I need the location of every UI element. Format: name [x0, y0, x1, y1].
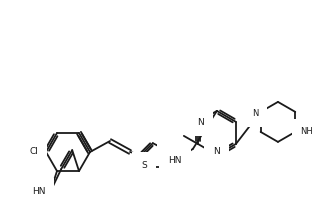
Text: HN: HN	[168, 156, 181, 165]
Text: NH: NH	[300, 127, 313, 136]
Text: N: N	[213, 147, 220, 156]
Text: N: N	[252, 109, 259, 118]
Text: S: S	[141, 161, 147, 170]
Text: Cl: Cl	[29, 147, 38, 156]
Text: N: N	[197, 118, 204, 127]
Text: N: N	[166, 148, 173, 157]
Text: HN: HN	[32, 187, 45, 197]
